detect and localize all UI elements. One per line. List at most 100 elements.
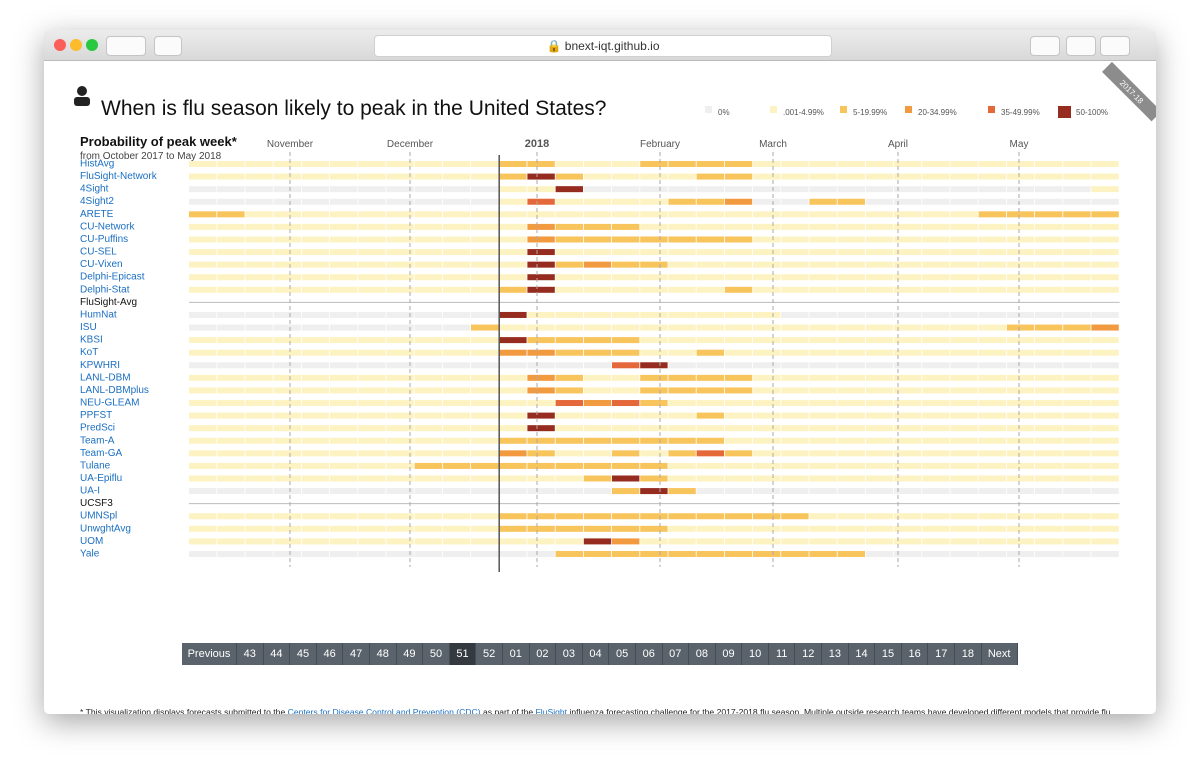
page-button[interactable]: 09 [715,643,743,665]
page-button[interactable]: 08 [689,643,716,665]
forecast-cell [273,186,301,193]
forecast-cell [640,450,668,457]
forecast-cell [442,161,471,167]
page-button[interactable]: 02 [529,643,557,665]
forecast-cell [1091,211,1119,218]
forecast-cell [273,337,301,344]
page-button[interactable]: 11 [768,643,796,665]
page-button[interactable]: 04 [582,643,610,665]
page-button[interactable]: Next [981,643,1018,665]
zoom-button[interactable] [86,39,98,51]
sidebar-button[interactable] [154,36,182,56]
forecast-cell [894,450,922,457]
page-button[interactable]: 49 [396,643,424,665]
forecast-cell [386,488,414,495]
model-label: CU-Network [80,221,135,232]
minimize-button[interactable] [70,39,82,51]
forecast-cell [696,286,724,293]
forecast-cell [1063,286,1091,293]
model-label: HistAvg [80,159,114,170]
forecast-cell [386,236,414,243]
address-bar[interactable]: 🔒 bnext-iqt.github.io [374,35,832,57]
forecast-cell [527,261,555,268]
page-button[interactable]: 13 [822,643,849,665]
forecast-cell [1006,550,1035,557]
forecast-cell [330,400,358,407]
forecast-cell [1063,198,1091,205]
forecast-cell [696,337,724,344]
page-button[interactable]: 05 [609,643,636,665]
model-label: NEU-GLEAM [80,398,139,409]
page-button[interactable]: 46 [316,643,344,665]
forecast-cell [640,161,668,167]
footer-text: as part of the [480,707,536,714]
forecast-cell [837,488,865,495]
forecast-cell [583,488,612,495]
forecast-cell [499,475,527,482]
footer-link[interactable]: Centers for Disease Control and Preventi… [287,707,481,714]
page-button[interactable]: 06 [635,643,663,665]
nav-buttons[interactable] [106,36,146,56]
page-button[interactable]: Previous [182,643,237,665]
page-button[interactable]: 17 [928,643,956,665]
forecast-cell [414,425,442,432]
forecast-cell [1035,437,1063,444]
model-label: HumNat [80,309,117,320]
page-button[interactable]: 16 [901,643,929,665]
forecast-cell [217,488,245,495]
page-button[interactable]: 47 [343,643,370,665]
page-button[interactable]: 18 [955,643,982,665]
forecast-cell [978,550,1006,557]
forecast-cell [724,198,753,205]
forecast-cell [1006,349,1035,356]
forecast-cell [499,211,527,218]
footer-link[interactable]: FluSight [535,707,568,714]
close-button[interactable] [54,39,66,51]
page-button[interactable]: 10 [742,643,769,665]
page-button[interactable]: 51 [449,643,477,665]
page-button[interactable]: 52 [476,643,503,665]
forecast-cell [442,450,471,457]
forecast-cell [245,337,273,344]
page-button[interactable]: 44 [263,643,291,665]
page-button[interactable]: 50 [423,643,450,665]
forecast-cell [358,450,386,457]
page-button[interactable]: 07 [662,643,690,665]
page-button[interactable]: 48 [369,643,397,665]
forecast-cell [894,198,922,205]
forecast-cell [978,387,1006,394]
page-button[interactable]: 03 [556,643,583,665]
forecast-cell [583,437,612,444]
page-button[interactable]: 12 [795,643,823,665]
forecast-cell [978,362,1006,369]
model-label: UMNSpl [80,511,117,522]
page-button[interactable]: 14 [848,643,876,665]
forecast-cell [837,249,865,256]
forecast-cell [837,161,865,167]
forecast-cell [809,173,837,180]
page-button[interactable]: 43 [237,643,264,665]
page-button[interactable]: 01 [502,643,530,665]
forecast-cell [499,513,527,520]
forecast-cell [273,437,301,444]
forecast-cell [499,236,527,243]
forecast-cell [1063,186,1091,193]
forecast-cell [640,513,668,520]
forecast-cell [640,349,668,356]
forecast-cell [809,362,837,369]
model-label: UCSF3 [80,498,113,509]
forecast-cell [1035,462,1063,469]
forecast-cell [189,249,217,256]
tabs-button[interactable] [1100,36,1130,56]
share-button[interactable] [1066,36,1096,56]
page-button[interactable]: 15 [875,643,902,665]
forecast-cell [1091,387,1119,394]
forecast-cell [273,374,301,381]
download-button[interactable] [1030,36,1060,56]
forecast-cell [273,550,301,557]
forecast-cell [555,462,583,469]
forecast-cell [301,173,330,180]
forecast-cell [724,173,753,180]
page-button[interactable]: 45 [290,643,317,665]
forecast-cell [1091,550,1119,557]
